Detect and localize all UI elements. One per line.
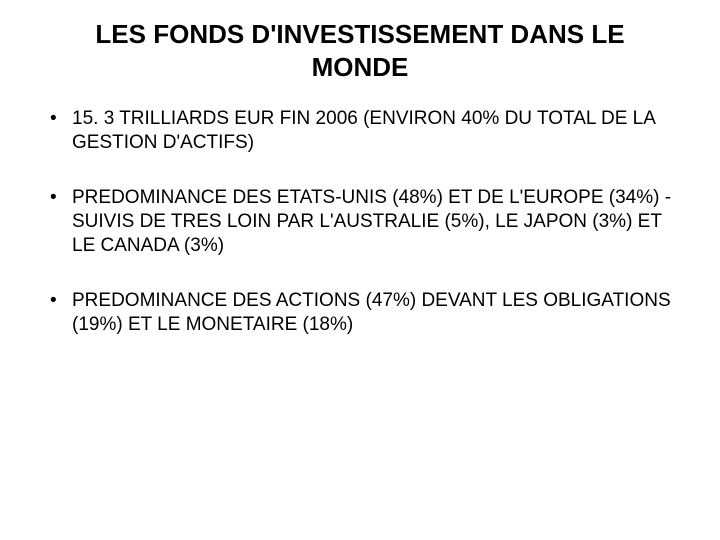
bullet-list: 15. 3 TRILLIARDS EUR FIN 2006 (ENVIRON 4… <box>28 107 692 337</box>
list-item: PREDOMINANCE DES ACTIONS (47%) DEVANT LE… <box>46 289 682 338</box>
list-item: PREDOMINANCE DES ETATS-UNIS (48%) ET DE … <box>46 186 682 259</box>
list-item: 15. 3 TRILLIARDS EUR FIN 2006 (ENVIRON 4… <box>46 107 682 156</box>
slide: LES FONDS D'INVESTISSEMENT DANS LE MONDE… <box>0 0 720 540</box>
slide-title: LES FONDS D'INVESTISSEMENT DANS LE MONDE <box>68 18 652 83</box>
